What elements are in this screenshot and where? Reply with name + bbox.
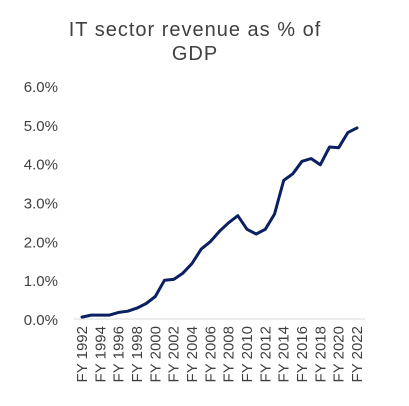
x-tick-label: FY 2012 (257, 326, 274, 382)
x-tick-label: FY 2018 (312, 326, 329, 382)
series-line-it-revenue (80, 126, 359, 319)
y-tick-label: 3.0% (24, 196, 58, 213)
y-tick-label: 5.0% (24, 118, 58, 135)
y-tick-label: 6.0% (24, 79, 58, 96)
x-tick-label: FY 1994 (92, 326, 109, 382)
x-tick-label: FY 1998 (129, 326, 146, 382)
x-tick-label: FY 1996 (111, 326, 128, 382)
x-tick-label: FY 2022 (349, 326, 366, 382)
y-tick-label: 1.0% (24, 273, 58, 290)
chart-title: IT sector revenue as % of GDP (68, 19, 322, 65)
y-tick-label: 0.0% (24, 312, 58, 329)
x-tick-label: FY 2000 (147, 326, 164, 382)
x-tick-label: FY 2016 (294, 326, 311, 382)
y-axis: 0.0% 1.0% 2.0% 3.0% 4.0% 5.0% 6.0% (24, 79, 58, 329)
x-axis: FY 1992 FY 1994 FY 1996 FY 1998 FY 2000 FY 20… (74, 326, 366, 382)
x-tick-label: FY 2006 (202, 326, 219, 382)
x-tick-label: FY 2020 (331, 326, 348, 382)
x-tick-label: FY 1992 (74, 326, 91, 382)
x-tick-label: FY 2014 (276, 326, 293, 382)
y-tick-label: 4.0% (24, 157, 58, 174)
y-tick-label: 2.0% (24, 234, 58, 251)
x-tick-label: FY 2008 (221, 326, 238, 382)
x-tick-label: FY 2010 (239, 326, 256, 382)
x-tick-label: FY 2004 (184, 326, 201, 382)
x-tick-label: FY 2002 (166, 326, 183, 382)
